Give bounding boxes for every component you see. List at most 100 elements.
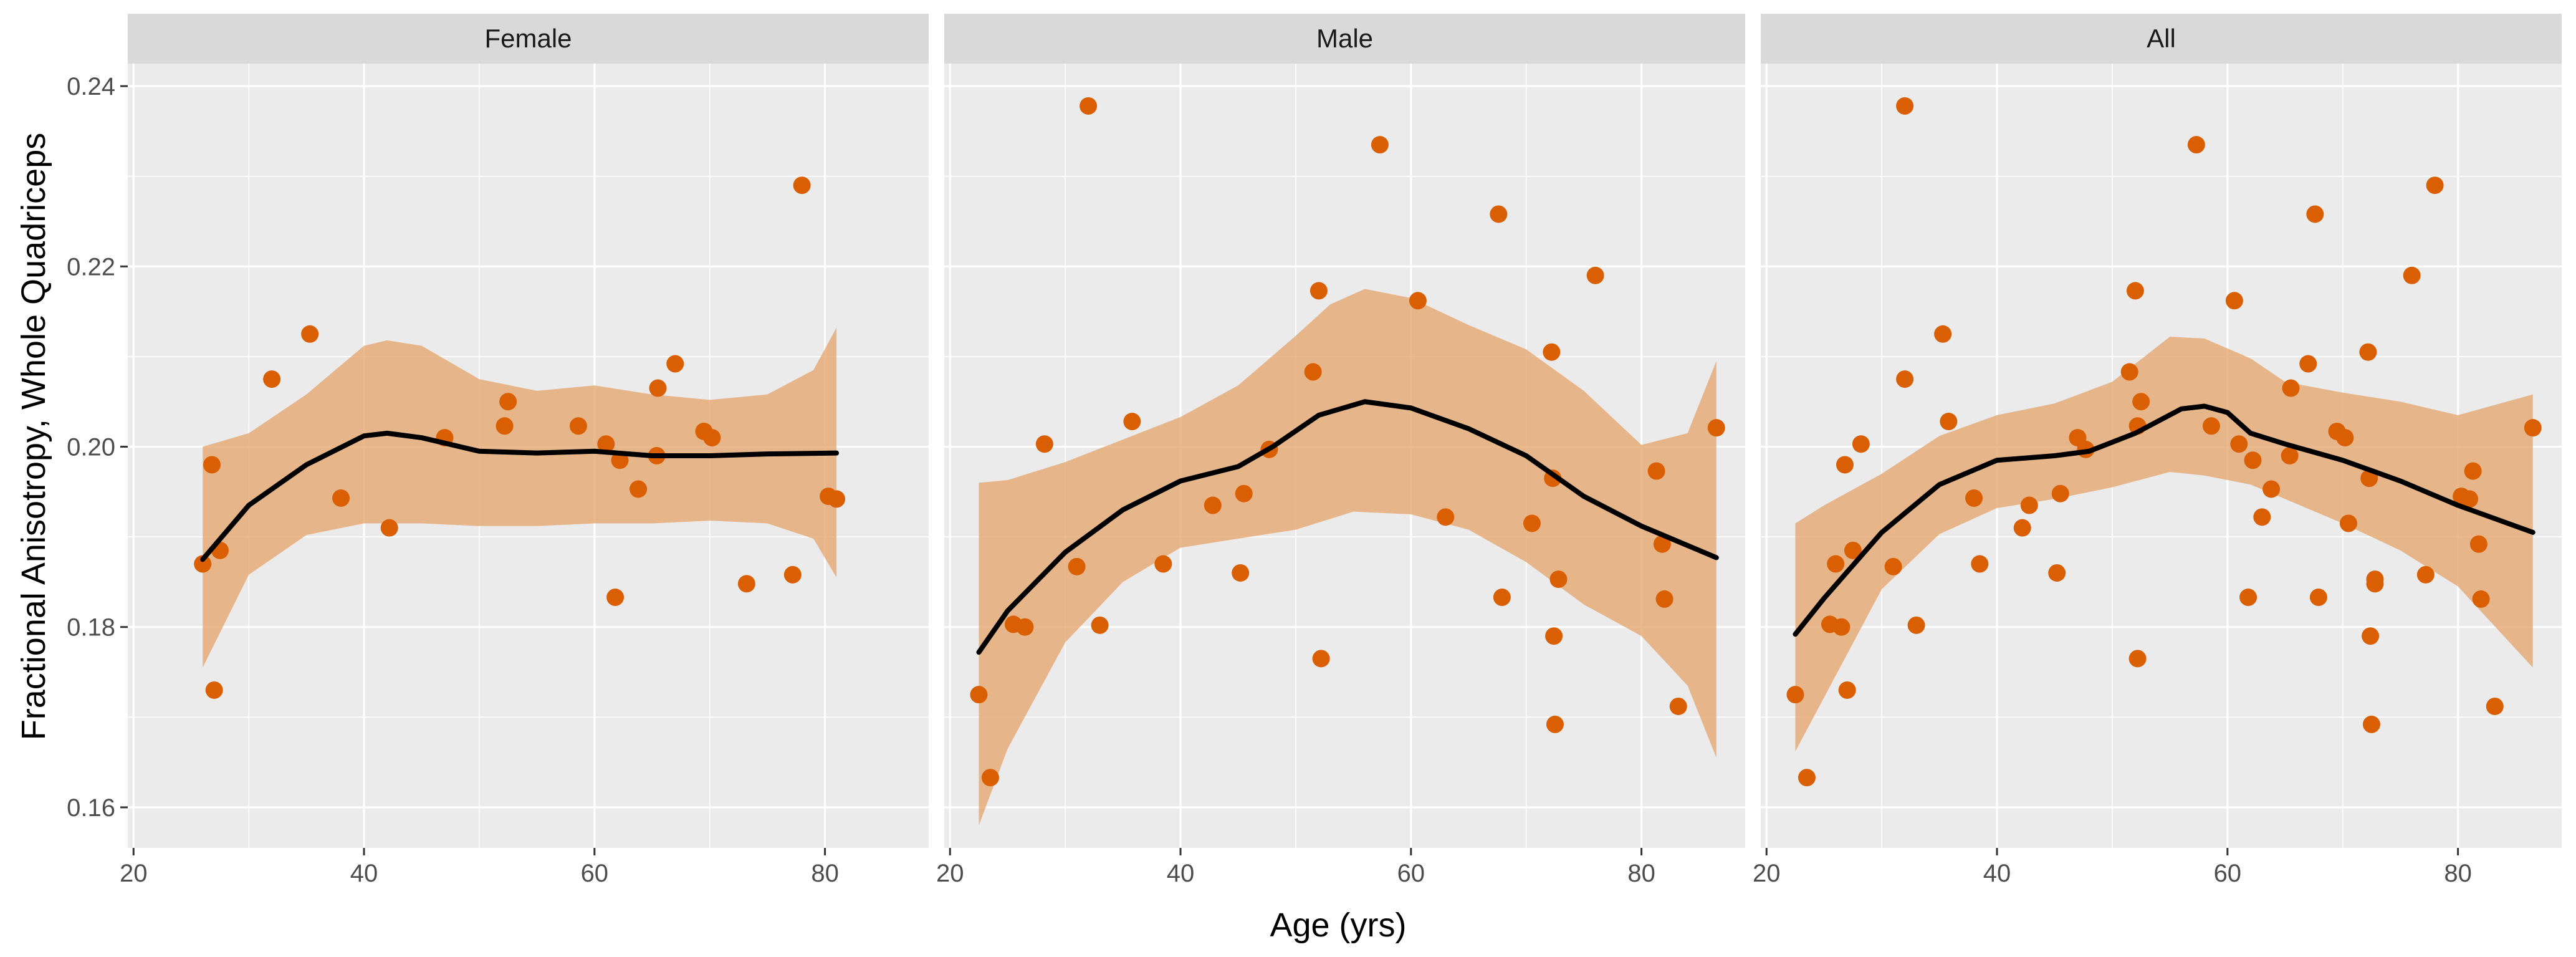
data-point [2126, 282, 2144, 300]
data-point [1543, 343, 1561, 361]
data-point [1965, 489, 1983, 507]
data-point [1304, 363, 1322, 381]
data-point [1312, 650, 1330, 668]
y-axis-title: Fractional Anisotropy, Whole Quadriceps [15, 133, 52, 740]
data-point [1971, 555, 1989, 573]
x-tick-label: 20 [120, 860, 148, 887]
x-tick-label: 40 [1167, 860, 1195, 887]
data-point [1310, 282, 1328, 300]
data-point [2225, 292, 2243, 310]
x-tick-label: 60 [581, 860, 609, 887]
data-point [597, 435, 615, 453]
data-point [1235, 484, 1253, 503]
x-tick-label: 60 [1397, 860, 1425, 887]
data-point [703, 429, 721, 447]
data-point [1586, 266, 1604, 284]
data-point [666, 355, 684, 373]
y-tick-label: 0.20 [67, 434, 115, 461]
x-tick-label: 20 [936, 860, 964, 887]
data-point [2120, 363, 2138, 381]
data-point [1409, 292, 1427, 310]
data-point [649, 379, 667, 397]
data-point [2020, 496, 2038, 514]
data-point [1068, 557, 1086, 575]
data-point [2051, 484, 2069, 503]
x-tick-label: 80 [1627, 860, 1655, 887]
data-point [263, 370, 281, 388]
data-point [496, 417, 514, 435]
panel-male: Male 20 40 60 80 [936, 14, 1745, 887]
x-tick-label: 80 [811, 860, 839, 887]
data-point [2281, 447, 2299, 464]
data-point [2309, 589, 2327, 607]
data-point [1907, 616, 1925, 634]
data-point [793, 176, 811, 195]
data-point [1838, 681, 1856, 699]
data-point [2306, 205, 2324, 223]
data-point [2282, 379, 2300, 397]
data-point [1844, 541, 1862, 559]
data-point [630, 480, 648, 498]
confidence-ribbon-male [979, 289, 1717, 825]
data-point [1655, 590, 1673, 608]
data-point [2524, 419, 2542, 437]
data-point [1035, 435, 1053, 453]
data-point [205, 681, 223, 699]
data-point [1852, 435, 1870, 453]
data-point [194, 555, 212, 573]
x-tick-label: 40 [350, 860, 378, 887]
data-point [2359, 343, 2377, 361]
data-point [2244, 451, 2262, 469]
data-point [828, 490, 846, 508]
data-point [1549, 570, 1568, 589]
y-tick-label: 0.24 [67, 73, 115, 100]
facet-title-all: All [2147, 24, 2176, 53]
facet-strip-male [944, 14, 1745, 64]
data-point [2253, 508, 2271, 526]
smooth-fit-line-female [200, 430, 840, 562]
data-point [2336, 429, 2354, 447]
data-point [1523, 514, 1541, 532]
data-point [2299, 355, 2317, 373]
facet-title-male: Male [1316, 24, 1373, 53]
data-point [1091, 616, 1109, 634]
data-point [2366, 575, 2384, 593]
data-point [1896, 370, 1914, 388]
confidence-ribbon-female [203, 327, 837, 668]
panel-all: All 20 40 60 80 [1753, 14, 2562, 887]
data-point [2132, 393, 2150, 411]
x-tick-label: 80 [2444, 860, 2472, 887]
data-point [1934, 325, 1952, 343]
data-point [2013, 519, 2031, 537]
data-point [1123, 413, 1141, 431]
data-point [1798, 769, 1816, 787]
data-point [1827, 555, 1845, 573]
data-point [1232, 564, 1250, 582]
data-point [606, 589, 625, 607]
data-point [380, 519, 398, 537]
data-point [1490, 205, 1508, 223]
data-point [2239, 589, 2258, 607]
data-point [2262, 480, 2281, 498]
data-point [2362, 715, 2380, 733]
panel-female: Female 20 40 60 80 [120, 14, 929, 887]
data-point [2486, 697, 2504, 715]
data-point [737, 575, 755, 593]
data-point [1016, 618, 1034, 636]
data-point [499, 393, 517, 411]
data-point [1896, 97, 1914, 115]
data-point [2461, 490, 2479, 508]
data-point [1884, 557, 1902, 575]
data-point [1080, 97, 1098, 115]
data-point [1836, 456, 1854, 474]
data-point [1647, 462, 1665, 480]
x-axis-title: Age (yrs) [1270, 907, 1406, 944]
facet-strip-female [128, 14, 929, 64]
data-point [2339, 514, 2357, 532]
smooth-fit-line-male [976, 399, 1719, 655]
data-point [1940, 413, 1958, 431]
data-point [2403, 266, 2421, 284]
data-point [2464, 462, 2482, 480]
data-point [1154, 555, 1172, 573]
